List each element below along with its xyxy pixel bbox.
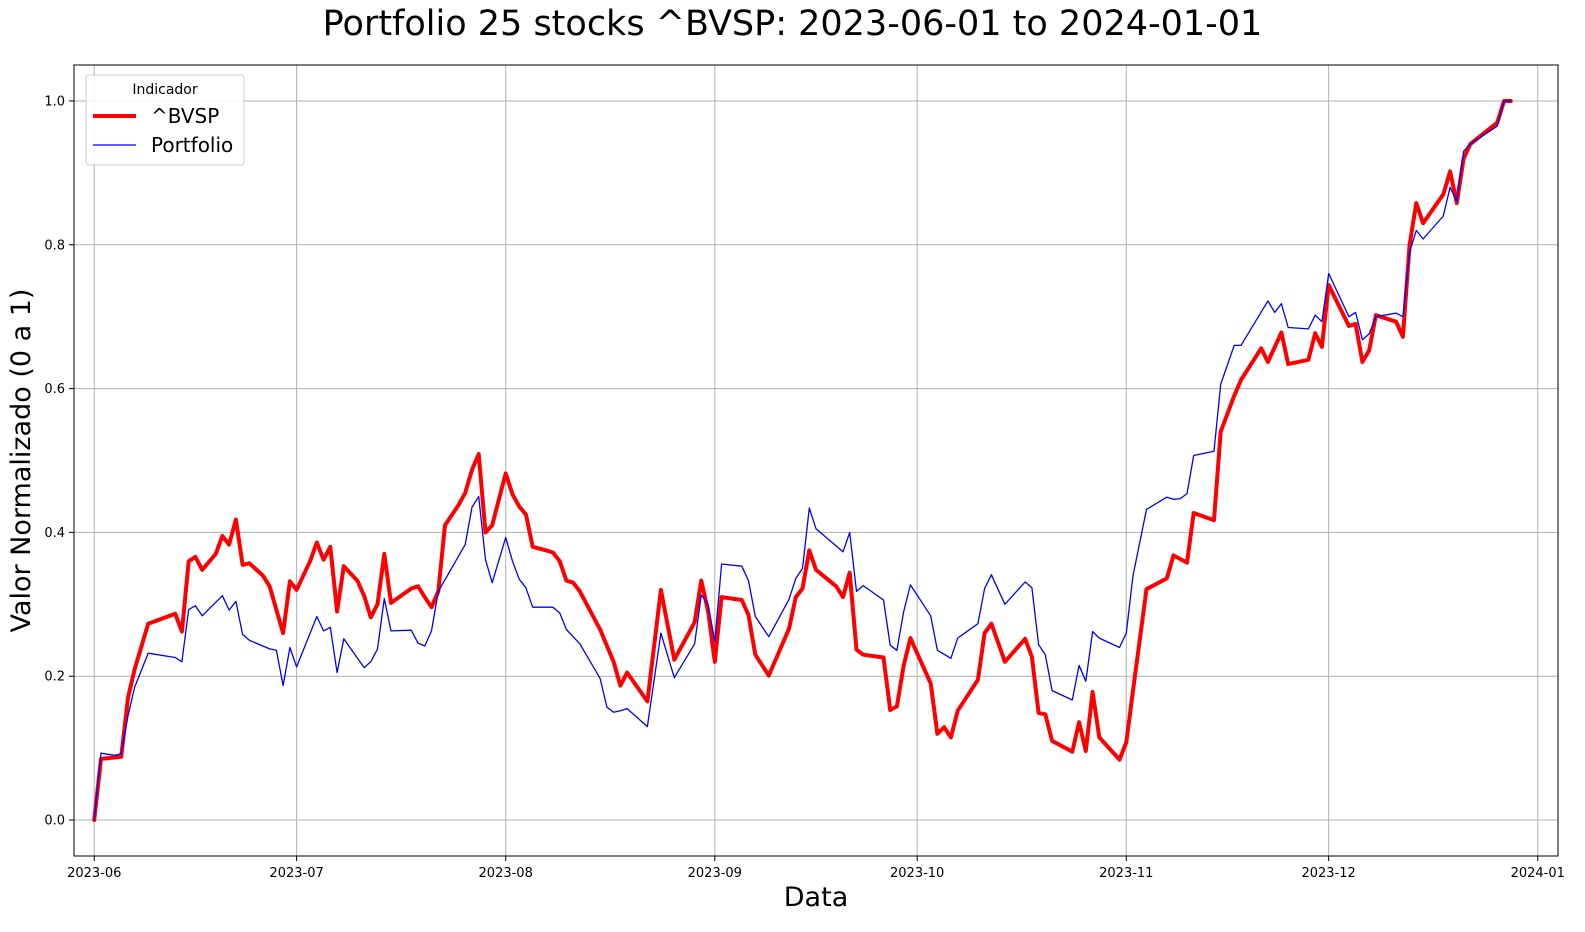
x-tick-label: 2023-07 xyxy=(269,866,323,881)
legend: Indicador ^BVSP Portfolio xyxy=(85,74,245,166)
grid-lines xyxy=(74,65,1558,856)
y-tick-label: 1.0 xyxy=(44,94,65,109)
chart-title: Portfolio 25 stocks ^BVSP: 2023-06-01 to… xyxy=(322,4,1263,44)
y-tick-label: 0.0 xyxy=(44,814,65,829)
y-tick-label: 0.8 xyxy=(44,238,65,253)
y-tick-label: 0.4 xyxy=(44,526,65,541)
y-axis-label: Valor Normalizado (0 a 1) xyxy=(6,289,37,633)
y-axis-ticks: 0.0 0.2 0.4 0.6 0.8 1.0 xyxy=(44,94,74,829)
x-axis-ticks: 2023-06 2023-07 2023-08 2023-09 2023-10 2023-… xyxy=(67,856,1565,881)
series-lines xyxy=(92,99,1513,822)
legend-label-portfolio: Portfolio xyxy=(151,133,233,157)
series-line-portfolio xyxy=(93,100,1512,821)
x-tick-label: 2023-10 xyxy=(890,866,944,881)
x-axis-label: Data xyxy=(784,882,848,913)
legend-title: Indicador xyxy=(132,82,198,98)
series-line-bvsp xyxy=(92,99,1513,822)
legend-box xyxy=(85,74,245,166)
legend-label-bvsp: ^BVSP xyxy=(151,104,219,128)
plot-area-frame xyxy=(73,64,1559,857)
x-tick-label: 2023-09 xyxy=(688,866,742,881)
y-tick-label: 0.6 xyxy=(44,382,65,397)
x-tick-label: 2024-01 xyxy=(1511,866,1565,881)
y-tick-label: 0.2 xyxy=(44,670,65,685)
x-tick-label: 2023-06 xyxy=(67,866,121,881)
x-tick-label: 2023-08 xyxy=(479,866,533,881)
x-tick-label: 2023-11 xyxy=(1099,866,1153,881)
x-tick-label: 2023-12 xyxy=(1301,866,1355,881)
